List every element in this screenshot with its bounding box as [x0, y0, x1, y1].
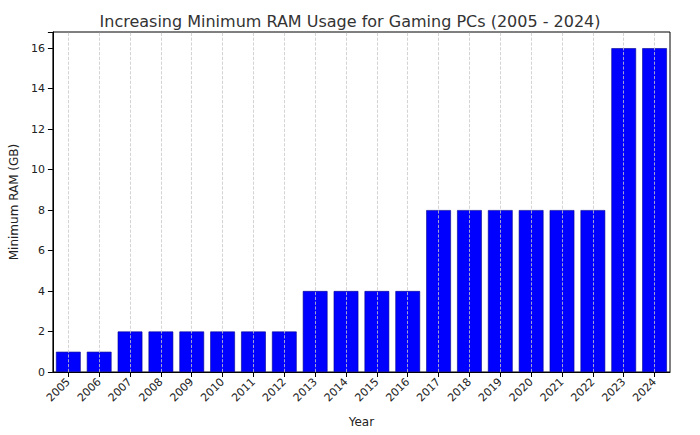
svg-text:2009: 2009 — [167, 375, 196, 404]
svg-text:2013: 2013 — [291, 375, 320, 404]
svg-text:2022: 2022 — [568, 375, 597, 404]
svg-text:Increasing Minimum RAM Usage f: Increasing Minimum RAM Usage for Gaming … — [100, 12, 601, 31]
svg-text:2012: 2012 — [260, 375, 289, 404]
svg-text:2011: 2011 — [229, 375, 258, 404]
svg-text:2021: 2021 — [538, 375, 567, 404]
svg-text:2023: 2023 — [599, 375, 628, 404]
svg-text:2005: 2005 — [44, 375, 73, 404]
svg-text:2007: 2007 — [106, 375, 135, 404]
svg-text:2010: 2010 — [198, 375, 227, 404]
svg-text:2017: 2017 — [414, 375, 443, 404]
svg-text:2008: 2008 — [137, 375, 166, 404]
svg-text:Year: Year — [348, 415, 374, 429]
svg-text:2024: 2024 — [630, 375, 659, 404]
svg-text:2019: 2019 — [476, 375, 505, 404]
svg-text:2015: 2015 — [353, 375, 382, 404]
svg-text:Minimum RAM (GB): Minimum RAM (GB) — [7, 144, 21, 261]
svg-text:2014: 2014 — [322, 375, 351, 404]
svg-text:14: 14 — [31, 82, 45, 95]
svg-text:16: 16 — [31, 42, 45, 55]
svg-text:6: 6 — [38, 244, 45, 257]
svg-text:4: 4 — [38, 285, 45, 298]
svg-text:12: 12 — [31, 123, 45, 136]
svg-text:2006: 2006 — [75, 375, 104, 404]
svg-text:8: 8 — [38, 204, 45, 217]
svg-text:2020: 2020 — [507, 375, 536, 404]
svg-text:2: 2 — [38, 325, 45, 338]
svg-text:10: 10 — [31, 163, 45, 176]
svg-text:0: 0 — [38, 366, 45, 379]
svg-text:2016: 2016 — [383, 375, 412, 404]
svg-text:2018: 2018 — [445, 375, 474, 404]
